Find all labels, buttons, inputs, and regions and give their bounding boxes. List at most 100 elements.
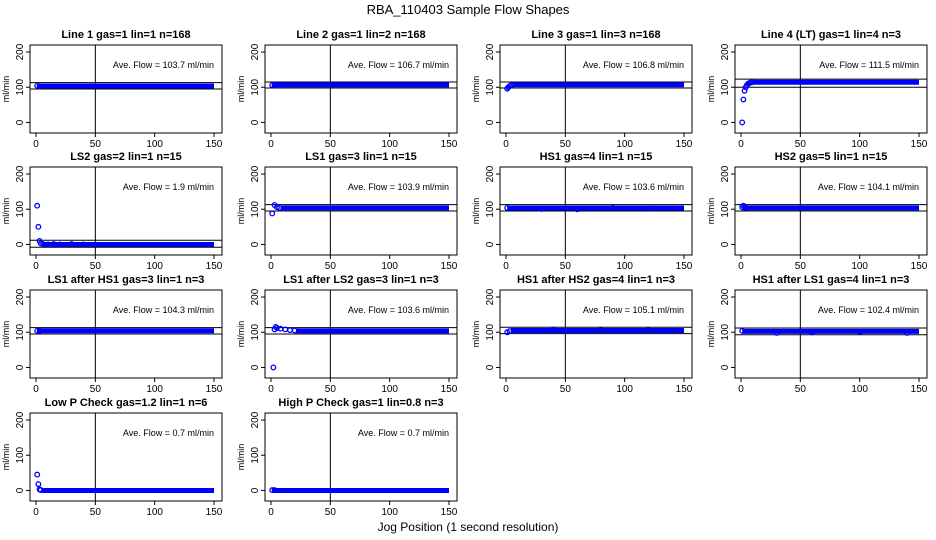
chart-panel: LS2 gas=2 lin=1 n=15 Ave. Flow = 1.9 ml/m… bbox=[1, 151, 223, 272]
y-tick-label: 0 bbox=[485, 241, 496, 247]
x-tick-label: 0 bbox=[738, 139, 744, 150]
x-tick-label: 100 bbox=[616, 384, 633, 395]
average-flow-label: Ave. Flow = 103.6 ml/min bbox=[583, 182, 684, 192]
x-tick-label: 100 bbox=[381, 507, 398, 518]
panel-title: LS1 gas=3 lin=1 n=15 bbox=[305, 151, 417, 163]
panel-title: Line 4 (LT) gas=1 lin=4 n=3 bbox=[761, 29, 901, 41]
x-tick-label: 50 bbox=[325, 507, 337, 518]
x-tick-label: 150 bbox=[911, 139, 928, 150]
data-point bbox=[504, 204, 511, 211]
chart-panel: Low P Check gas=1.2 lin=1 n=6 Ave. Flow =… bbox=[1, 397, 223, 518]
x-tick-label: 150 bbox=[206, 139, 223, 150]
data-point bbox=[506, 328, 513, 335]
panel-title: HS1 after LS1 gas=4 lin=1 n=3 bbox=[753, 274, 910, 286]
y-tick-label: 200 bbox=[720, 43, 731, 60]
y-tick-label: 100 bbox=[15, 323, 26, 340]
y-tick-label: 200 bbox=[15, 43, 26, 60]
panel-title: Line 1 gas=1 lin=1 n=168 bbox=[61, 29, 190, 41]
data-point bbox=[56, 241, 63, 248]
x-tick-label: 0 bbox=[738, 384, 744, 395]
data-point bbox=[287, 327, 293, 334]
chart-panel: Line 3 gas=1 lin=3 n=168 Ave. Flow = 106.… bbox=[471, 29, 693, 150]
chart-panel: HS1 after LS1 gas=4 lin=1 n=3 Ave. Flow =… bbox=[706, 274, 928, 395]
x-tick-label: 150 bbox=[441, 261, 458, 272]
data-point bbox=[739, 119, 746, 126]
y-axis-label: ml/min bbox=[706, 76, 716, 103]
plot-frame bbox=[29, 412, 223, 502]
y-tick-label: 100 bbox=[15, 200, 26, 217]
y-tick-label: 100 bbox=[485, 200, 496, 217]
figure-x-axis-label: Jog Position (1 second resolution) bbox=[378, 520, 559, 534]
y-tick-label: 200 bbox=[250, 165, 261, 182]
plot-frame bbox=[734, 44, 928, 134]
y-tick-label: 200 bbox=[250, 43, 261, 60]
average-flow-label: Ave. Flow = 111.5 ml/min bbox=[819, 60, 919, 70]
average-flow-label: Ave. Flow = 105.1 ml/min bbox=[583, 305, 684, 315]
x-tick-label: 50 bbox=[560, 139, 572, 150]
y-tick-label: 200 bbox=[720, 288, 731, 305]
panel-title: LS2 gas=2 lin=1 n=15 bbox=[70, 151, 182, 163]
x-tick-label: 150 bbox=[206, 261, 223, 272]
y-tick-label: 0 bbox=[720, 241, 731, 247]
x-tick-label: 150 bbox=[441, 139, 458, 150]
data-point bbox=[34, 327, 41, 334]
data-point bbox=[904, 329, 911, 336]
data-point bbox=[276, 204, 283, 211]
y-tick-label: 0 bbox=[720, 364, 731, 370]
data-point bbox=[44, 241, 51, 248]
data-point bbox=[269, 487, 276, 494]
x-tick-label: 100 bbox=[851, 261, 868, 272]
y-tick-label: 0 bbox=[250, 241, 261, 247]
average-flow-label: Ave. Flow = 0.7 ml/min bbox=[358, 428, 449, 438]
data-point bbox=[35, 481, 42, 488]
figure-title: RBA_110403 Sample Flow Shapes bbox=[367, 2, 570, 17]
y-tick-label: 200 bbox=[15, 411, 26, 428]
panel-title: HS1 after HS2 gas=4 lin=1 n=3 bbox=[517, 274, 675, 286]
x-tick-label: 150 bbox=[441, 507, 458, 518]
data-point bbox=[748, 79, 755, 86]
y-tick-label: 100 bbox=[250, 446, 261, 463]
y-axis-label: ml/min bbox=[1, 444, 11, 471]
y-tick-label: 0 bbox=[720, 119, 731, 125]
plot-frame bbox=[264, 44, 458, 134]
chart-panel: High P Check gas=1 lin=0.8 n=3 Ave. Flow … bbox=[236, 397, 458, 518]
y-tick-label: 0 bbox=[15, 241, 26, 247]
x-tick-label: 150 bbox=[676, 384, 693, 395]
x-tick-label: 0 bbox=[503, 261, 509, 272]
average-flow-label: Ave. Flow = 1.9 ml/min bbox=[123, 182, 214, 192]
chart-panel: Line 2 gas=1 lin=2 n=168 Ave. Flow = 106.… bbox=[236, 29, 458, 150]
y-tick-label: 200 bbox=[485, 288, 496, 305]
data-point bbox=[739, 327, 746, 334]
average-flow-label: Ave. Flow = 103.7 ml/min bbox=[113, 60, 214, 70]
x-tick-label: 100 bbox=[851, 139, 868, 150]
x-tick-label: 100 bbox=[616, 261, 633, 272]
data-point bbox=[34, 202, 41, 209]
y-tick-label: 100 bbox=[250, 323, 261, 340]
chart-panel: HS2 gas=5 lin=1 n=15 Ave. Flow = 104.1 ml… bbox=[706, 151, 928, 272]
plot-frame bbox=[734, 289, 928, 379]
chart-panel: Line 4 (LT) gas=1 lin=4 n=3 Ave. Flow = 1… bbox=[706, 29, 928, 150]
x-tick-label: 150 bbox=[911, 261, 928, 272]
data-point bbox=[742, 204, 749, 211]
x-tick-label: 150 bbox=[206, 507, 223, 518]
y-tick-label: 200 bbox=[485, 165, 496, 182]
data-point bbox=[269, 210, 276, 217]
y-tick-label: 0 bbox=[15, 119, 26, 125]
x-tick-label: 100 bbox=[616, 139, 633, 150]
x-tick-label: 100 bbox=[146, 139, 163, 150]
y-tick-label: 200 bbox=[720, 165, 731, 182]
y-tick-label: 200 bbox=[15, 165, 26, 182]
data-point bbox=[508, 82, 515, 89]
x-tick-label: 50 bbox=[325, 139, 337, 150]
average-flow-label: Ave. Flow = 106.7 ml/min bbox=[348, 60, 449, 70]
average-flow-label: Ave. Flow = 104.1 ml/min bbox=[818, 182, 919, 192]
average-flow-label: Ave. Flow = 0.7 ml/min bbox=[123, 428, 214, 438]
chart-panel: LS1 gas=3 lin=1 n=15 Ave. Flow = 103.9 ml… bbox=[236, 151, 458, 272]
data-point bbox=[34, 471, 41, 478]
y-tick-label: 0 bbox=[250, 119, 261, 125]
data-point bbox=[50, 241, 57, 248]
y-tick-label: 0 bbox=[250, 487, 261, 493]
x-tick-label: 150 bbox=[676, 261, 693, 272]
x-tick-label: 0 bbox=[268, 261, 274, 272]
chart-panel: HS1 gas=4 lin=1 n=15 Ave. Flow = 103.6 ml… bbox=[471, 151, 693, 272]
